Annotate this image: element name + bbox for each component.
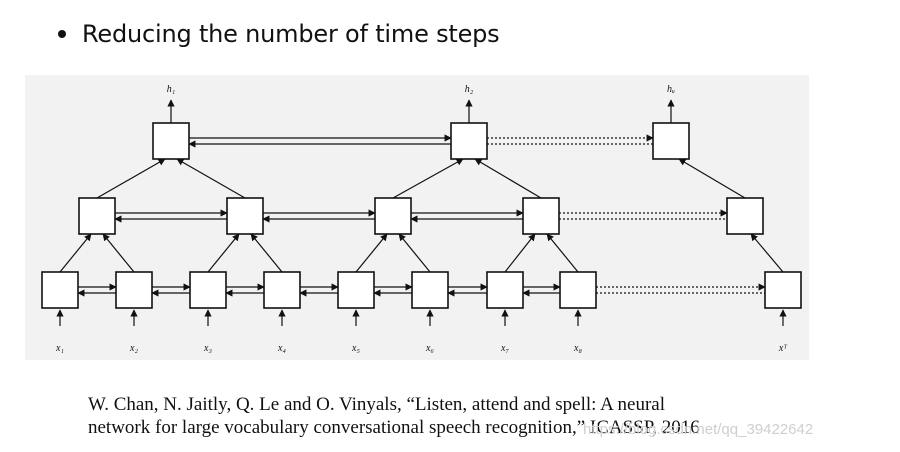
blstm-cell-layer1-6	[411, 271, 449, 309]
input-label-x6: x₆	[425, 343, 434, 354]
bullet-icon	[58, 30, 66, 38]
output-label-hu: hᵤ	[667, 84, 675, 95]
blstm-cell-layer1-4	[263, 271, 301, 309]
reduction-arrow	[176, 158, 246, 199]
input-label-x4: x₄	[277, 343, 286, 354]
input-label-x7: x₇	[500, 343, 509, 354]
bullet-row: Reducing the number of time steps	[58, 20, 500, 48]
blstm-cell-layer2-4	[522, 197, 560, 235]
blstm-cell-layer1-9	[764, 271, 802, 309]
citation-line-1: W. Chan, N. Jaitly, Q. Le and O. Vinyals…	[88, 394, 666, 415]
reduction-arrow	[750, 233, 784, 273]
output-label-h1: h₁	[167, 84, 175, 95]
reduction-arrow	[207, 233, 240, 273]
blstm-cell-layer2-3	[374, 197, 412, 235]
blstm-cell-layer3-1	[152, 122, 190, 160]
blstm-cell-layer1-7	[486, 271, 524, 309]
reduction-arrow	[678, 158, 746, 199]
reduction-arrow	[398, 233, 431, 273]
reduction-arrow	[250, 233, 283, 273]
watermark: https://blog.csdn.net/qq_39422642	[583, 421, 814, 438]
input-label-x2: x₂	[129, 343, 138, 354]
input-label-x1: x₁	[55, 343, 64, 354]
diagram-nodes	[41, 122, 802, 309]
input-label-x3: x₃	[203, 343, 212, 354]
input-label-x5: x₅	[351, 343, 360, 354]
input-label-xt: xᵀ	[778, 343, 788, 354]
diagram-edges	[56, 99, 787, 326]
blstm-cell-layer2-5	[726, 197, 764, 235]
slide-bullet-text: Reducing the number of time steps	[82, 20, 500, 48]
blstm-cell-layer3-3	[652, 122, 690, 160]
blstm-cell-layer1-1	[41, 271, 79, 309]
reduction-arrow	[355, 233, 388, 273]
output-label-h2: h₂	[465, 84, 474, 95]
blstm-cell-layer1-5	[337, 271, 375, 309]
reduction-arrow	[546, 233, 579, 273]
diagram-labels: h₁ h₂ hᵤ x₁ x₂ x₃ x₄ x₅ x₆ x₇ x₈ xᵀ	[55, 84, 788, 354]
blstm-cell-layer3-2	[450, 122, 488, 160]
reduction-arrow	[504, 233, 536, 273]
reduction-arrow	[102, 233, 135, 273]
citation-line-2: network for large vocabulary conversatio…	[88, 417, 700, 438]
citation: W. Chan, N. Jaitly, Q. Le and O. Vinyals…	[88, 393, 700, 439]
input-label-x8: x₈	[573, 343, 582, 354]
reduction-arrow	[59, 233, 92, 273]
reduction-arrow	[96, 158, 166, 199]
blstm-cell-layer1-8	[559, 271, 597, 309]
blstm-cell-layer2-2	[226, 197, 264, 235]
blstm-cell-layer1-2	[115, 271, 153, 309]
blstm-cell-layer2-1	[78, 197, 116, 235]
reduction-arrow	[474, 158, 542, 199]
blstm-cell-layer1-3	[189, 271, 227, 309]
reduction-arrow	[392, 158, 464, 199]
